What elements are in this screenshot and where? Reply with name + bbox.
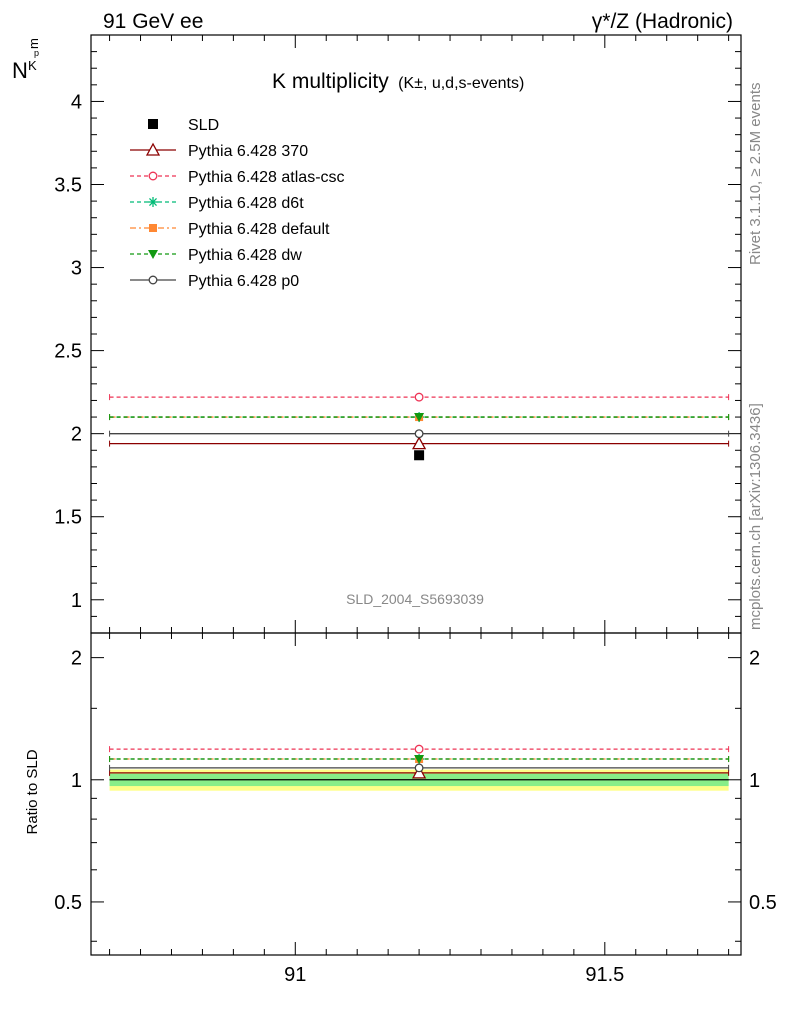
rivet-version-label: Rivet 3.1.10, ≥ 2.5M events	[747, 83, 764, 266]
ylabel-p: p	[34, 48, 39, 58]
main-title-text: K multiplicity	[272, 70, 389, 93]
main-series-marker	[414, 392, 424, 402]
legend-marker	[148, 197, 158, 207]
ylabel-n: N	[12, 58, 28, 83]
main-title: K multiplicity (K±, u,d,s-events)	[272, 70, 524, 93]
legend-label-sld: SLD	[188, 117, 219, 134]
ratio-series-marker	[414, 763, 424, 773]
legend-label: Pythia 6.428 dw	[188, 247, 302, 264]
legend-label: Pythia 6.428 d6t	[188, 195, 304, 212]
header-right-label: γ*/Z (Hadronic)	[592, 10, 733, 33]
main-ylabel: N K p m	[12, 38, 41, 83]
main-ytick-label: 4	[71, 91, 82, 113]
ratio-ytick-label-right: 0.5	[749, 892, 777, 914]
ratio-xtick-label: 91.5	[585, 964, 624, 986]
ratio-ytick-label-right: 2	[749, 648, 760, 670]
ratio-ylabel: Ratio to SLD	[24, 749, 41, 834]
legend-label: Pythia 6.428 370	[188, 143, 308, 160]
legend: SLD Pythia 6.428 370 Pythia 6.428 atlas-cs…	[130, 117, 345, 290]
main-series-marker	[412, 436, 427, 450]
ratio-ytick-label: 2	[71, 648, 82, 670]
main-series-marker	[414, 413, 425, 423]
ratio-ytick-label: 1	[71, 770, 82, 792]
legend-marker	[148, 171, 158, 181]
ratio-ytick-label: 0.5	[54, 892, 82, 914]
legend-label: Pythia 6.428 default	[188, 221, 330, 238]
analysis-watermark: SLD_2004_S5693039	[346, 591, 484, 607]
ylabel-m: m	[26, 38, 41, 49]
main-series-marker	[414, 429, 424, 439]
legend-marker	[148, 250, 158, 259]
legend-marker	[149, 224, 157, 232]
ratio-series-marker	[414, 755, 425, 765]
ratio-ytick-label-right: 1	[749, 770, 760, 792]
legend-label: Pythia 6.428 atlas-csc	[188, 169, 345, 186]
legend-label: Pythia 6.428 p0	[188, 273, 299, 290]
main-ytick-label: 2.5	[54, 341, 82, 363]
main-ytick-label: 3	[71, 258, 82, 280]
main-ytick-label: 3.5	[54, 175, 82, 197]
mcplots-label: mcplots.cern.ch [arXiv:1306.3436]	[747, 403, 764, 630]
ratio-series-marker	[414, 744, 424, 754]
legend-marker	[145, 142, 161, 156]
data-point-sld	[414, 450, 425, 461]
main-ytick-label: 2	[71, 424, 82, 446]
ratio-xtick-label: 91	[284, 964, 306, 986]
ratio-frame	[90, 632, 742, 956]
legend-marker-sld	[148, 119, 158, 129]
ratio-series-marker	[412, 765, 427, 779]
ratio-plot: 0.5 0.5 1 1 2 2 91 91.5	[54, 632, 777, 986]
main-ytick-label: 1.5	[54, 507, 82, 529]
ylabel-k: K	[28, 58, 37, 73]
main-ytick-label: 1	[71, 590, 82, 612]
legend-marker	[148, 275, 158, 285]
main-title-suffix: (K±, u,d,s-events)	[398, 75, 524, 92]
header-left-label: 91 GeV ee	[103, 10, 203, 33]
